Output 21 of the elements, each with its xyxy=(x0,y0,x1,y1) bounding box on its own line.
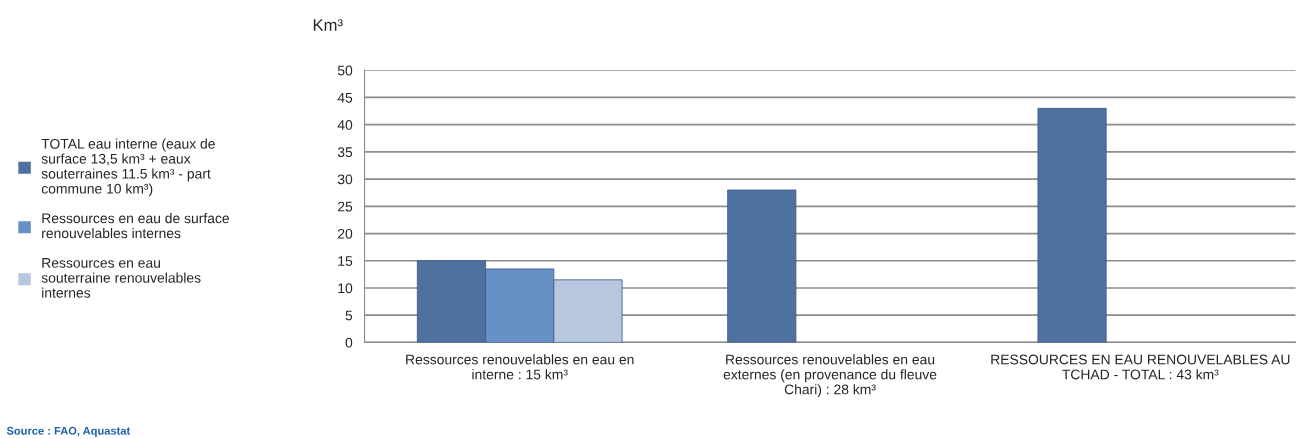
legend-label: Ressources en eau de surface renouvelables internes xyxy=(42,213,229,239)
y-tick-label: 0 xyxy=(345,337,353,348)
y-tick-label: 20 xyxy=(338,228,353,239)
y-tick-label: 40 xyxy=(337,120,353,130)
y-tick-label: 5 xyxy=(345,310,353,321)
y-axis-title: Km³ xyxy=(313,19,343,31)
y-tick-label: 35 xyxy=(337,147,353,158)
y-tick-label: 25 xyxy=(338,201,353,212)
bar xyxy=(1037,107,1107,343)
bar xyxy=(727,189,797,343)
x-tick-label: Ressources renouvelables en eau externes (en provenance du fleuve Chari) : 28 km³ xyxy=(723,354,937,398)
x-tick-label: Ressources renouvelables en eau en interne : 15 km³ xyxy=(406,354,634,380)
y-tick-label: 15 xyxy=(338,256,353,266)
source-note: Source : FAO, Aquastat xyxy=(6,426,131,437)
y-tick-label: 30 xyxy=(337,174,353,185)
y-tick-label: 10 xyxy=(338,283,353,294)
legend-label: Ressources en eau souterraine renouvelables internes xyxy=(41,258,201,298)
legend-label: TOTAL eau interne (eaux de surface 13,5 km³ + eaux souterraines 11.5 km³ - part commune 10 km³) xyxy=(41,138,215,197)
y-tick-label: 50 xyxy=(337,65,353,76)
y-tick-label: 45 xyxy=(337,92,353,103)
x-tick-label: RESSOURCES EN EAU RENOUVELABLES AU TCHAD - TOTAL : 43 km³ xyxy=(991,354,1290,380)
